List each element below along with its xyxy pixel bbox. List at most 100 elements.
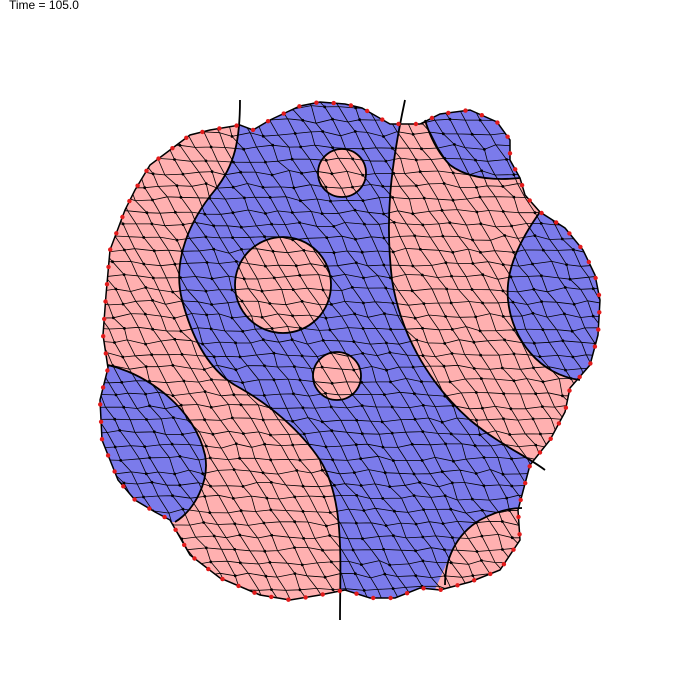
cell-vertex bbox=[293, 520, 297, 524]
cell-vertex bbox=[500, 520, 504, 523]
cell-vertex bbox=[599, 274, 600, 278]
boundary-vertex bbox=[121, 484, 126, 489]
cell-vertex bbox=[238, 613, 241, 616]
cell-vertex bbox=[690, 379, 693, 382]
cell-vertex bbox=[688, 250, 691, 253]
cell-vertex bbox=[359, 638, 362, 641]
cell-vertex bbox=[621, 417, 624, 420]
cell-vertex bbox=[172, 573, 175, 577]
cell-vertex bbox=[594, 548, 598, 552]
cell-vertex bbox=[83, 81, 86, 84]
boundary-vertex bbox=[519, 183, 525, 188]
cell-vertex bbox=[539, 432, 542, 436]
cell-vertex bbox=[90, 144, 93, 147]
cell-vertex bbox=[320, 420, 324, 424]
boundary-vertex bbox=[105, 453, 111, 458]
cell-vertex bbox=[212, 640, 215, 643]
cell-vertex bbox=[542, 588, 546, 592]
cell-vertex bbox=[422, 196, 426, 200]
cell-vertex bbox=[419, 693, 422, 696]
cell-vertex bbox=[571, 355, 575, 359]
cell-vertex bbox=[91, 301, 94, 304]
cell-vertex bbox=[172, 652, 175, 655]
cell-vertex bbox=[441, 107, 445, 111]
cell-vertex bbox=[441, 679, 444, 682]
cell-vertex bbox=[663, 458, 666, 461]
cell-vertex bbox=[511, 94, 514, 97]
cell-vertex bbox=[208, 511, 212, 514]
cell-vertex bbox=[413, 316, 417, 320]
cell-vertex bbox=[353, 208, 357, 212]
cell-vertex bbox=[204, 182, 208, 186]
cell-vertex bbox=[602, 378, 605, 381]
cell-vertex bbox=[480, 638, 483, 641]
cell-vertex bbox=[149, 143, 153, 147]
cell-vertex bbox=[471, 574, 475, 577]
cell-vertex bbox=[414, 549, 417, 553]
cell-vertex bbox=[390, 691, 393, 694]
cell-vertex bbox=[501, 653, 504, 656]
cell-vertex bbox=[381, 184, 385, 188]
cell-vertex bbox=[531, 417, 535, 421]
cell-vertex bbox=[692, 455, 695, 458]
cell-vertex bbox=[450, 640, 453, 643]
cell-vertex bbox=[629, 120, 632, 123]
cell-vertex bbox=[234, 341, 238, 345]
cell-vertex bbox=[142, 160, 146, 164]
cell-vertex bbox=[479, 222, 483, 226]
cell-vertex bbox=[91, 120, 94, 123]
cell-vertex bbox=[682, 602, 685, 605]
cell-vertex bbox=[181, 433, 184, 436]
cell-vertex bbox=[561, 442, 564, 446]
cell-vertex bbox=[419, 93, 422, 96]
cell-vertex bbox=[512, 379, 516, 383]
cell-vertex bbox=[562, 183, 565, 186]
cell-vertex bbox=[414, 677, 417, 680]
cell-vertex bbox=[601, 119, 604, 122]
cell-vertex bbox=[562, 624, 565, 627]
cell-vertex bbox=[243, 196, 246, 200]
cell-vertex bbox=[292, 625, 295, 628]
cell-vertex bbox=[690, 612, 693, 615]
cell-vertex bbox=[353, 312, 357, 316]
cell-vertex bbox=[241, 485, 245, 488]
cell-vertex bbox=[91, 196, 94, 199]
cell-vertex bbox=[562, 680, 565, 683]
cell-vertex bbox=[443, 342, 447, 345]
cell-vertex bbox=[601, 354, 604, 357]
cell-vertex bbox=[144, 365, 148, 368]
cell-vertex bbox=[271, 143, 275, 147]
cell-vertex bbox=[534, 679, 537, 682]
cell-vertex bbox=[293, 495, 297, 499]
cell-vertex bbox=[382, 212, 385, 216]
cell-vertex bbox=[625, 108, 628, 111]
cell-vertex bbox=[602, 222, 605, 225]
cell-vertex bbox=[600, 507, 603, 510]
cell-vertex bbox=[232, 78, 235, 81]
cell-vertex bbox=[418, 667, 421, 670]
cell-vertex bbox=[601, 96, 604, 99]
cell-vertex bbox=[442, 601, 445, 604]
boundary-vertex bbox=[99, 437, 105, 442]
cell-vertex bbox=[440, 420, 444, 424]
cell-vertex bbox=[144, 80, 147, 83]
cell-vertex bbox=[683, 624, 686, 627]
cell-vertex bbox=[291, 238, 295, 242]
cell-vertex bbox=[322, 83, 325, 86]
cell-vertex bbox=[389, 666, 392, 669]
cell-vertex bbox=[120, 509, 123, 513]
cell-vertex bbox=[683, 236, 686, 239]
boundary-vertex bbox=[505, 134, 510, 139]
boundary-vertex bbox=[588, 361, 593, 366]
cell-vertex bbox=[448, 221, 452, 225]
cell-vertex bbox=[444, 315, 447, 318]
cell-vertex bbox=[392, 221, 396, 224]
cell-vertex bbox=[653, 289, 656, 292]
cell-vertex bbox=[568, 147, 572, 151]
cell-vertex bbox=[230, 416, 234, 420]
cell-vertex bbox=[92, 484, 95, 487]
cell-vertex bbox=[472, 105, 475, 109]
cell-vertex bbox=[320, 468, 324, 472]
cell-vertex bbox=[511, 300, 515, 304]
cell-vertex bbox=[181, 663, 184, 666]
